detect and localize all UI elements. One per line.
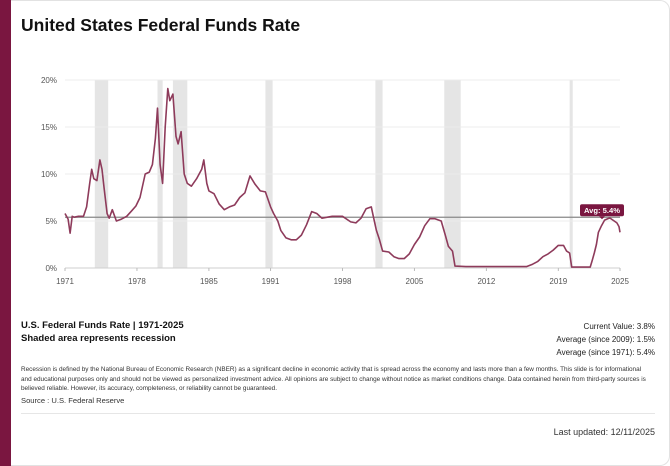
average-badge-pointer (599, 216, 605, 220)
x-tick-label-7: 2019 (549, 277, 567, 286)
x-tick-label-4: 1998 (334, 277, 352, 286)
series-line (64, 87, 621, 268)
y-tick-label-3: 15% (41, 123, 57, 132)
x-tick-label-5: 2005 (406, 277, 424, 286)
x-tick-label-8: 2025 (611, 277, 629, 286)
y-tick-label-0: 0% (45, 264, 57, 273)
federal-funds-rate-chart: 0% 5% 10% 15% 20% 1971 1978 1985 1991 1998 2005 201… (41, 76, 629, 286)
source-text: Source : U.S. Federal Reserve (21, 396, 125, 405)
x-tick-label-0: 1971 (56, 277, 74, 286)
disclaimer-text: Recession is defined by the National Bur… (21, 366, 646, 393)
x-tick-label-1: 1978 (128, 277, 146, 286)
y-tick-label-2: 10% (41, 170, 57, 179)
page-title: United States Federal Funds Rate (21, 15, 301, 35)
chart-card (11, 0, 670, 466)
x-tick-label-2: 1985 (200, 277, 218, 286)
average-badge-label: Avg: 5.4% (584, 206, 620, 215)
last-updated: Last updated: 12/11/2025 (553, 427, 655, 437)
divider (21, 413, 655, 414)
y-tick-label-4: 20% (41, 76, 57, 85)
x-tick-label-6: 2012 (477, 277, 495, 286)
average-since-2009: Average (since 2009): 1.5% (556, 335, 655, 344)
x-tick-label-3: 1991 (262, 277, 280, 286)
current-value: Current Value: 3.8% (583, 322, 655, 331)
y-tick-label-1: 5% (45, 217, 57, 226)
chart-caption-subtitle: Shaded area represents recession (21, 333, 176, 344)
stats-panel: Current Value: 3.8% Average (since 2009)… (556, 320, 655, 359)
average-since-1971: Average (since 1971): 5.4% (556, 348, 655, 357)
accent-bar (0, 0, 11, 466)
average-badge (580, 204, 624, 217)
chart-caption-title: U.S. Federal Funds Rate | 1971-2025 (21, 320, 184, 331)
